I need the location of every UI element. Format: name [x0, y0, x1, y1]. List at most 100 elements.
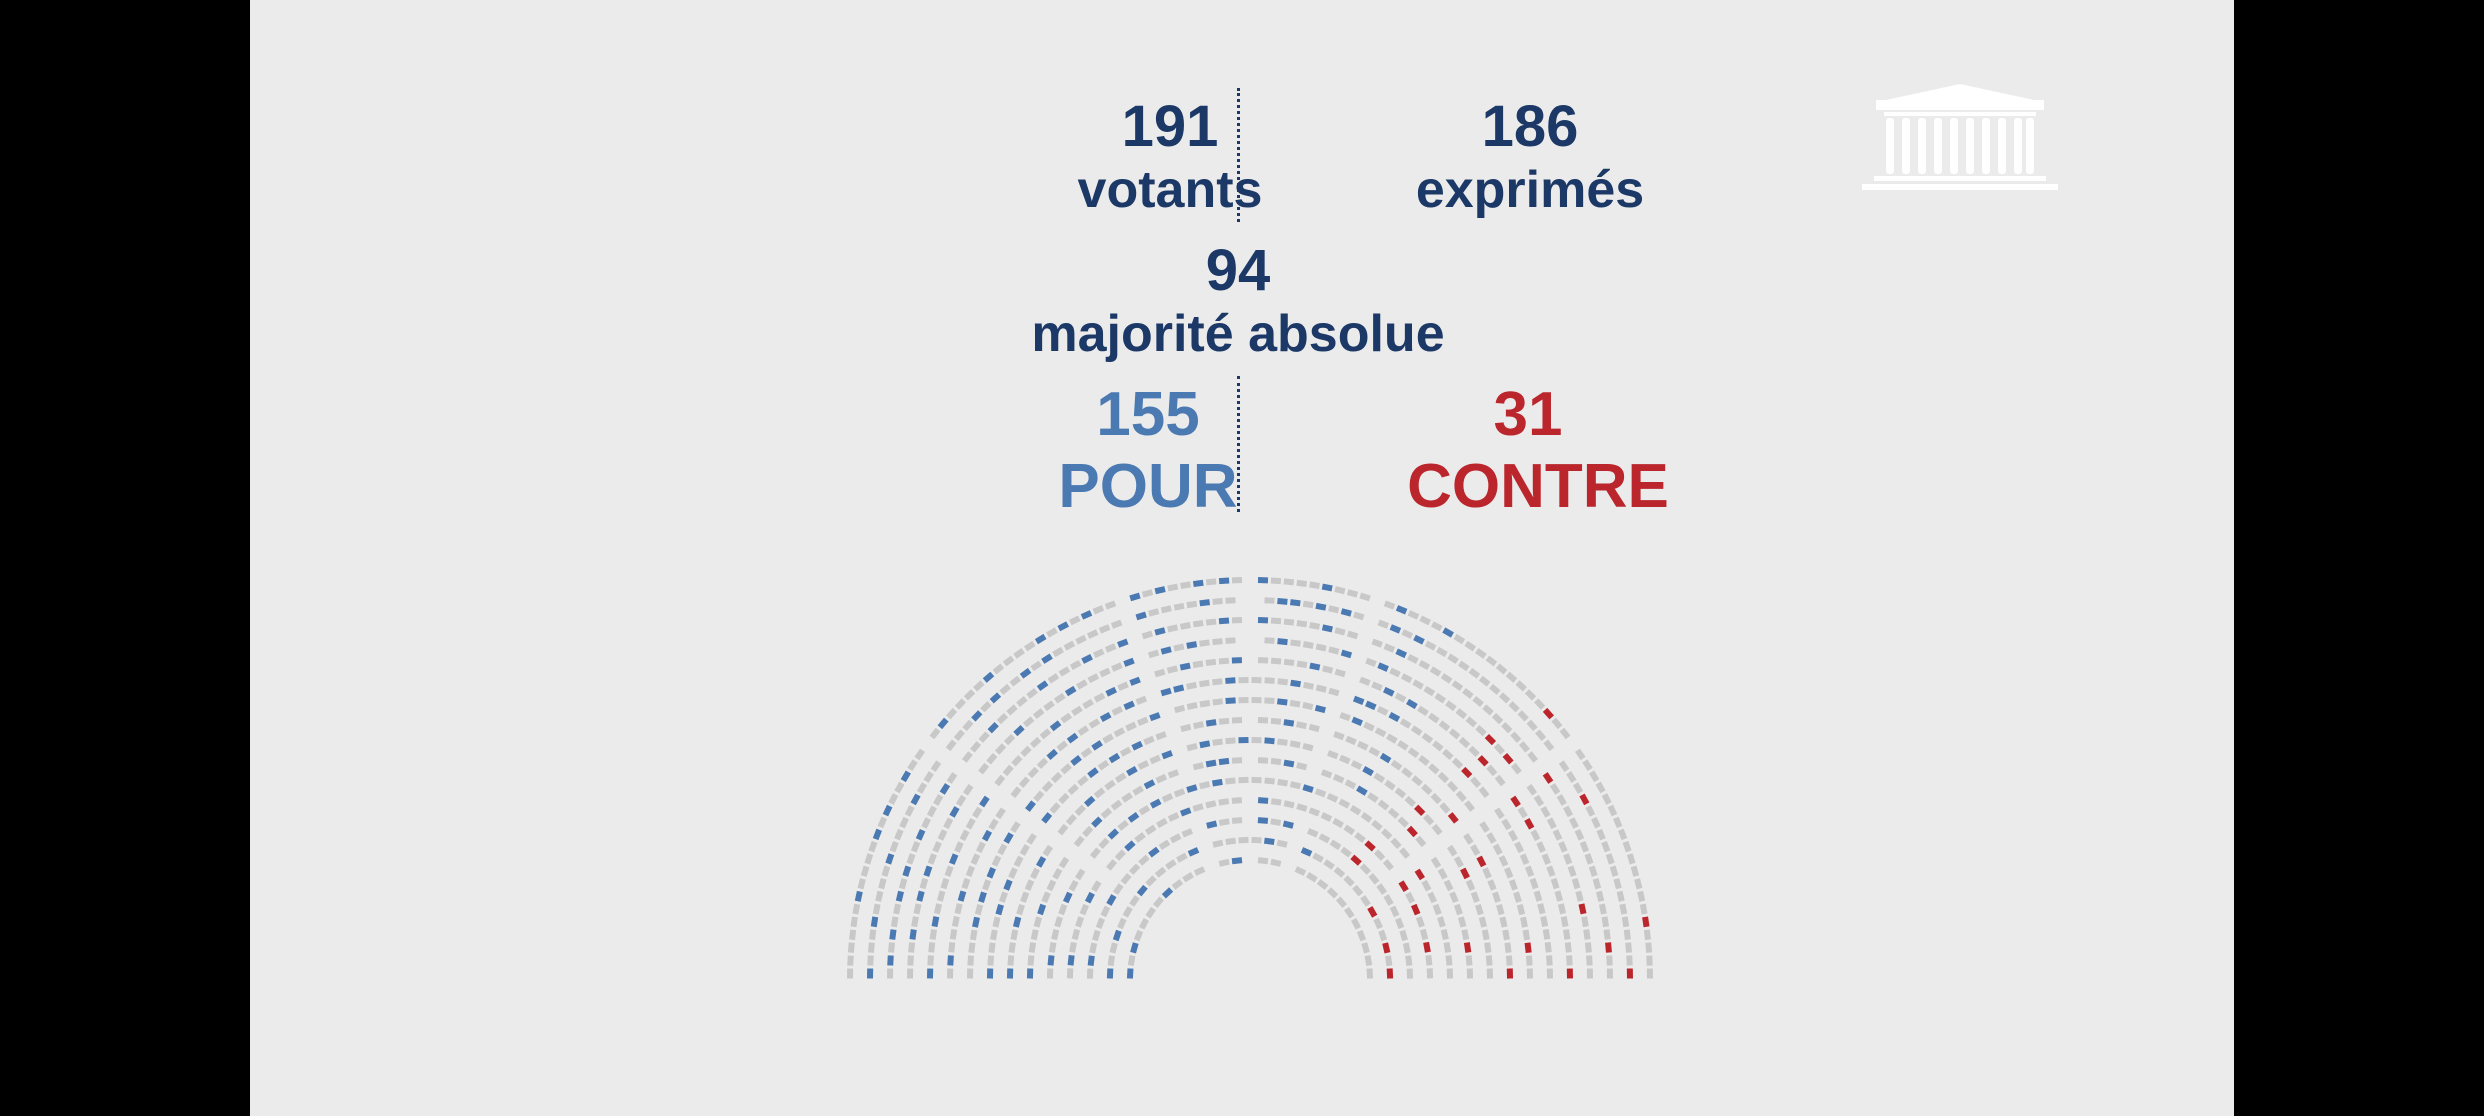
seat-pour	[1225, 697, 1236, 705]
seat-pour	[870, 916, 879, 928]
seat-empty	[1022, 716, 1035, 728]
seat-empty	[1302, 702, 1314, 710]
seat-empty	[1327, 750, 1339, 760]
seat-empty	[1212, 597, 1223, 605]
seat-empty	[1368, 746, 1381, 757]
seat-empty	[1092, 929, 1101, 942]
seat-empty	[1212, 839, 1224, 848]
seat-empty	[1026, 833, 1037, 845]
seat-pour	[1037, 903, 1047, 916]
seat-empty	[1043, 700, 1055, 712]
seat-empty	[1575, 890, 1584, 902]
seat-pour	[1315, 602, 1327, 611]
seat-empty	[1199, 781, 1211, 790]
seat-contre	[1506, 968, 1514, 979]
seat-empty	[1132, 785, 1144, 796]
exprimes-label: exprimés	[1415, 161, 1645, 219]
seat-empty	[1359, 592, 1371, 602]
seat-empty	[1436, 646, 1448, 658]
seat-empty	[1104, 643, 1117, 653]
seat-empty	[1461, 929, 1470, 941]
seat-empty	[1541, 853, 1551, 865]
seat-empty	[1492, 843, 1503, 856]
seat-empty	[1161, 793, 1174, 803]
seat-empty	[849, 929, 857, 941]
seat-pour	[1406, 698, 1418, 710]
seat-empty	[1601, 793, 1612, 805]
seat-empty	[1119, 746, 1132, 757]
seat-empty	[1546, 955, 1553, 966]
seat-empty	[1316, 879, 1329, 890]
seat-pour	[1149, 798, 1162, 809]
seat-empty	[1076, 679, 1088, 690]
seat-empty	[1563, 853, 1573, 865]
seat-empty	[1144, 824, 1157, 836]
seat-empty	[1086, 629, 1099, 639]
seat-empty	[1050, 771, 1063, 784]
seat-empty	[1071, 928, 1081, 941]
seat-contre	[1364, 840, 1376, 852]
seat-empty	[1425, 955, 1433, 966]
seat-empty	[1360, 812, 1373, 823]
seat-empty	[1008, 942, 1016, 953]
seat-empty	[1423, 813, 1435, 826]
seat-empty	[1440, 929, 1449, 941]
seat-empty	[1167, 583, 1179, 592]
seat-empty	[1508, 879, 1518, 891]
seat-empty	[911, 916, 919, 928]
seat-empty	[1394, 692, 1407, 703]
seat-empty	[1089, 942, 1098, 954]
seat-contre	[1566, 968, 1574, 979]
seat-empty	[867, 942, 875, 953]
seat-empty	[1494, 807, 1505, 820]
seat-empty	[1026, 687, 1038, 699]
seat-empty	[1058, 903, 1068, 916]
seat-empty	[1052, 867, 1063, 880]
seat-empty	[1543, 739, 1555, 752]
seat-empty	[1039, 728, 1052, 740]
seat-empty	[1205, 658, 1217, 666]
seat-empty	[904, 805, 915, 817]
seat-empty	[1332, 773, 1345, 784]
seat-empty	[1465, 879, 1476, 891]
seat-empty	[1058, 792, 1070, 805]
seat-empty	[1571, 877, 1581, 890]
seat-empty	[1199, 699, 1211, 708]
seat-pour	[1041, 653, 1053, 664]
seat-empty	[1609, 865, 1619, 877]
seat-empty	[1339, 712, 1351, 722]
seat-empty	[996, 712, 1009, 725]
seat-contre	[1398, 880, 1409, 893]
seat-empty	[1212, 698, 1224, 706]
seat-empty	[1028, 942, 1037, 953]
seat-pour	[1149, 712, 1161, 722]
seat-empty	[961, 877, 971, 890]
seat-empty	[1306, 872, 1318, 883]
seat-pour	[1129, 676, 1141, 686]
seat-contre	[1502, 752, 1514, 765]
seat-empty	[1364, 955, 1373, 967]
seat-pour	[872, 828, 883, 841]
seat-pour	[979, 795, 990, 808]
seat-pour	[1066, 732, 1079, 744]
seat-pour	[1211, 778, 1223, 787]
seat-pour	[1365, 700, 1377, 711]
seat-empty	[1006, 704, 1018, 716]
seat-empty	[1154, 668, 1166, 678]
pour-count: 155	[1096, 380, 1200, 449]
seat-empty	[1283, 578, 1295, 586]
seat-empty	[932, 841, 942, 853]
seat-empty	[1487, 879, 1497, 891]
seat-contre	[1484, 733, 1497, 746]
seat-empty	[1569, 817, 1579, 829]
seat-pour	[1127, 812, 1140, 823]
seat-empty	[1051, 929, 1060, 941]
seat-empty	[1572, 782, 1584, 794]
seat-pour	[1309, 662, 1321, 671]
seat-pour	[1340, 649, 1353, 659]
seat-empty	[973, 680, 985, 692]
seat-empty	[1520, 916, 1528, 928]
seat-empty	[1192, 660, 1204, 669]
seat-pour	[1003, 832, 1014, 844]
seat-empty	[1320, 812, 1333, 822]
